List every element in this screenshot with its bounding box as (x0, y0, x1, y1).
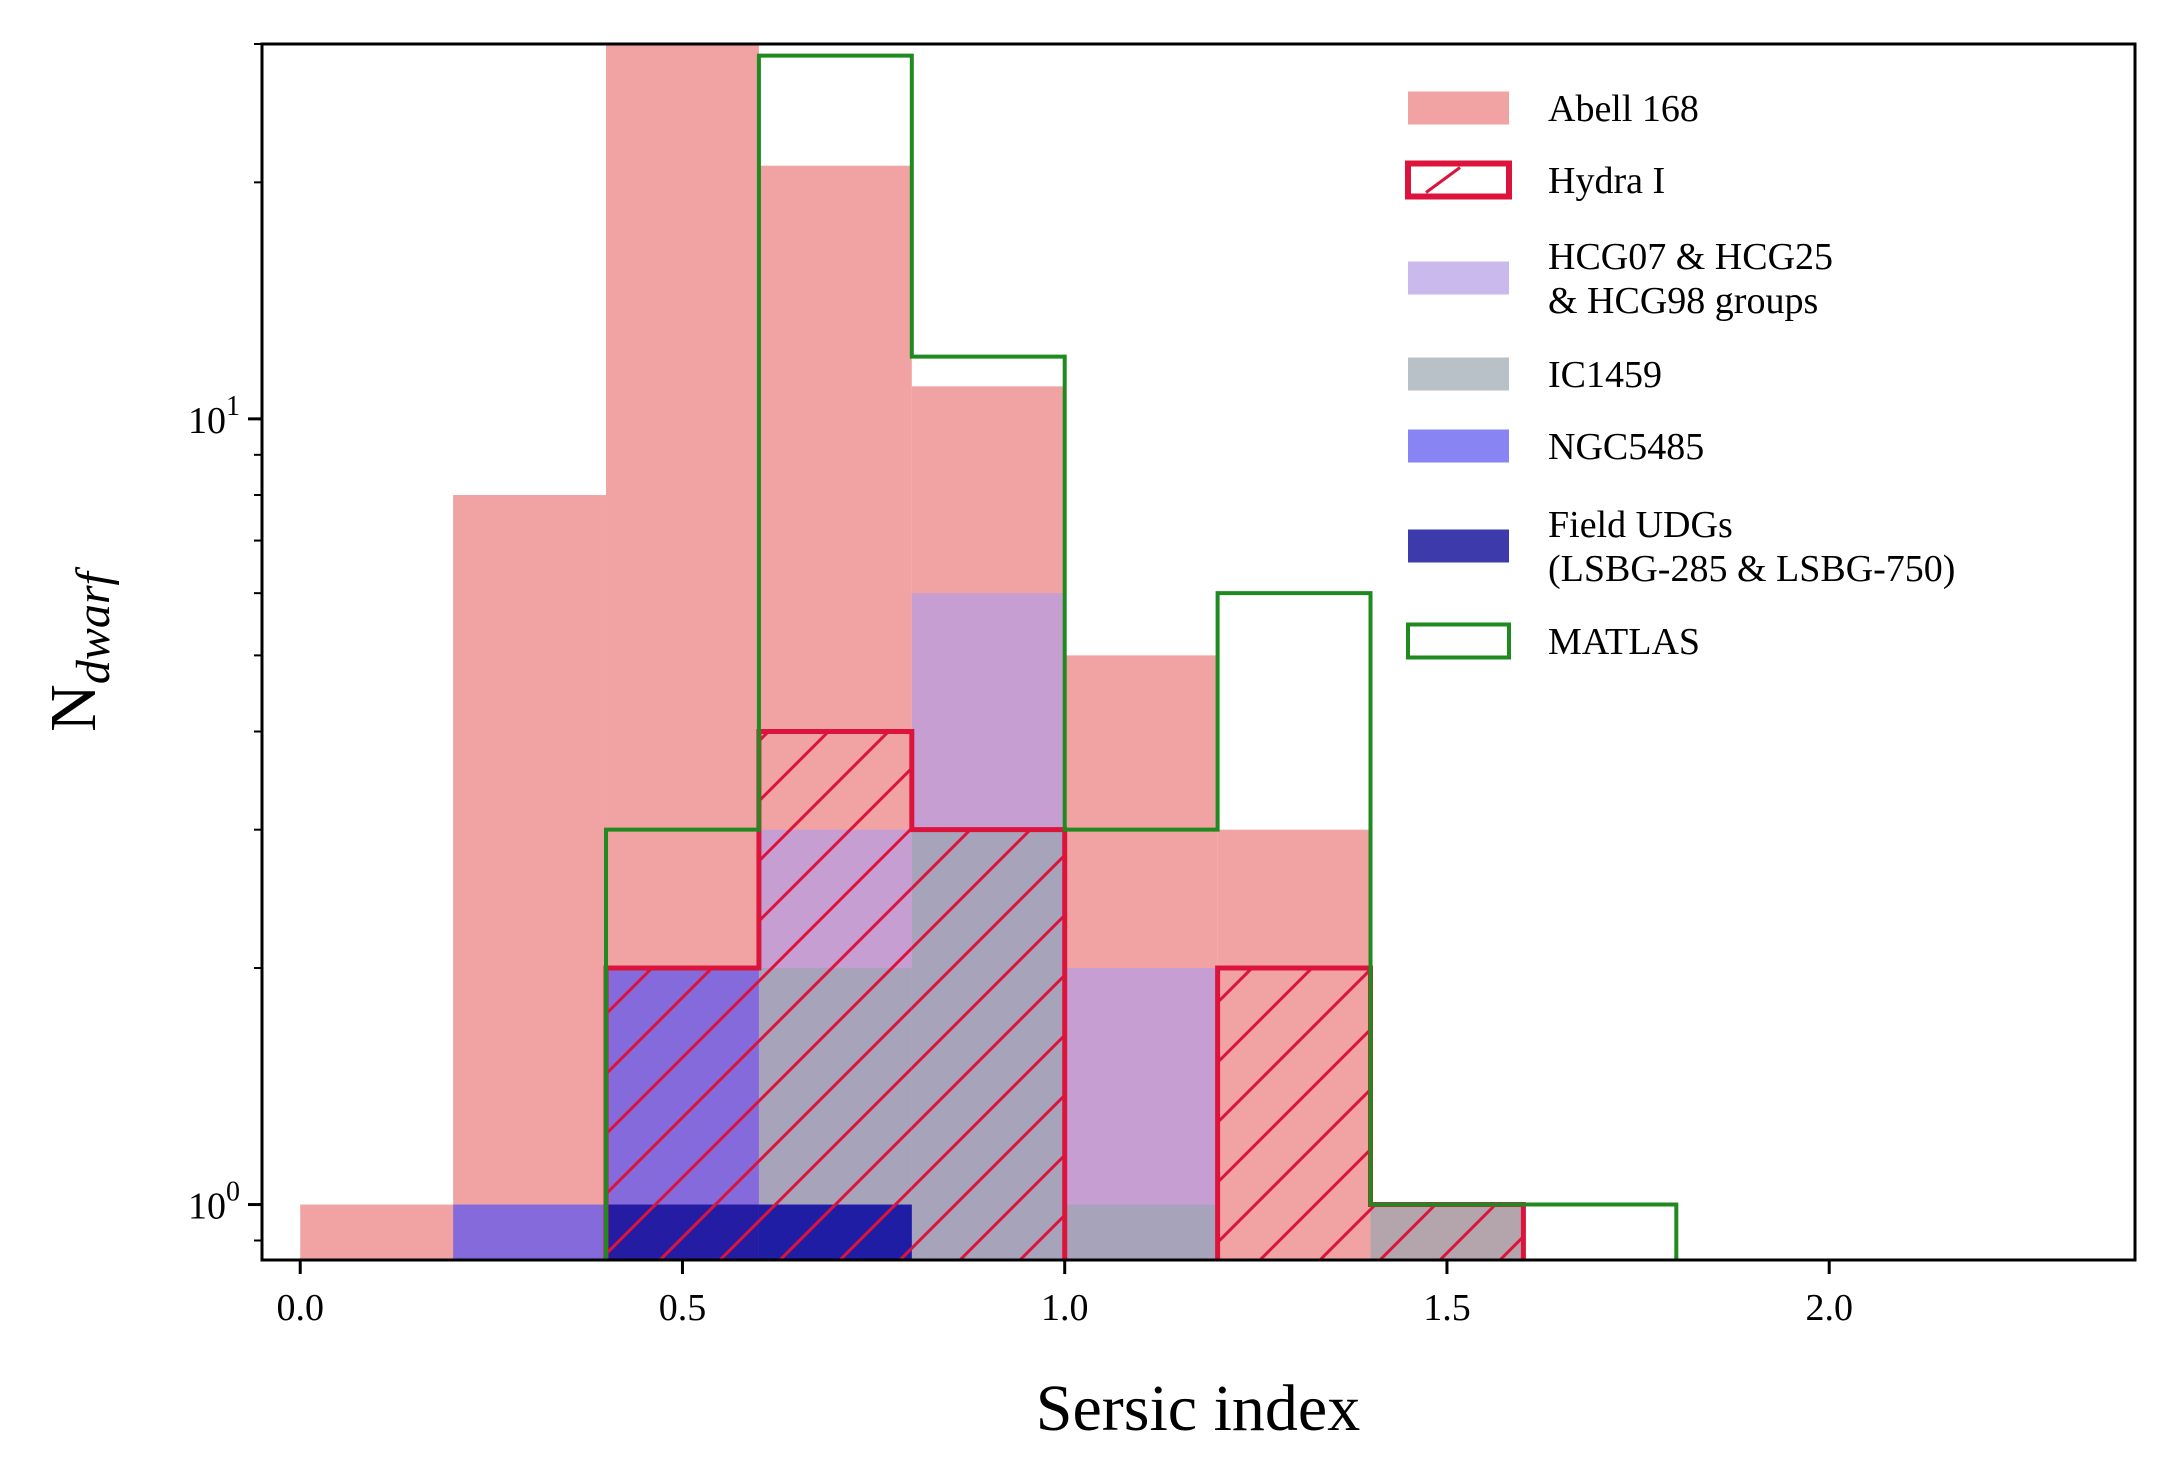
legend-matlas-label: MATLAS (1548, 621, 1700, 663)
bar-ic1459-2 (1064, 1204, 1218, 1260)
bar-ngc5485-0 (453, 1204, 607, 1260)
bar-abell-168-0 (300, 1204, 454, 1260)
y-tick-label-0: 100 (188, 1177, 240, 1228)
legend-matlas-swatch (1406, 622, 1511, 660)
histogram-bars (300, 44, 1679, 1260)
legend: Abell 168 Hydra I HCG07 & HCG25 & HCG98 gro… (1405, 88, 1955, 663)
legend-hydra-i-hatch (1425, 166, 1461, 194)
legend-ic1459-swatch (1408, 357, 1509, 391)
legend-hcg07-hcg25-hcg98-groups-label: HCG07 & HCG25 & HCG98 groups (1548, 236, 1833, 322)
y-axis-label-sub: dwarf (67, 566, 120, 684)
x-tick-label-0: 0.0 (276, 1287, 324, 1329)
legend-abell-168-swatch (1408, 91, 1509, 125)
x-tick-label-4: 2.0 (1805, 1287, 1853, 1329)
bar-abell-168-1 (453, 495, 607, 1260)
y-axis-label: Ndwarf (37, 566, 120, 731)
axis-ticks: 0.0 0.5 1.0 1.5 2.0 100 101 (188, 43, 1853, 1329)
y-tick-label-1: 101 (188, 391, 240, 442)
legend-ngc5485-label: NGC5485 (1548, 426, 1704, 468)
legend-ic1459-label: IC1459 (1548, 354, 1662, 396)
y-axis-label-main: N (37, 684, 110, 732)
x-tick-label-3: 1.5 (1423, 1287, 1471, 1329)
legend-abell-168-label: Abell 168 (1548, 88, 1699, 130)
x-tick-label-1: 0.5 (659, 1287, 707, 1329)
legend-field-udgs-lsbg-285-lsbg-750-label: Field UDGs (LSBG-285 & LSBG-750) (1548, 504, 1955, 590)
legend-hydra-i-label: Hydra I (1548, 160, 1665, 202)
legend-ngc5485-swatch (1408, 429, 1509, 463)
step-outline-matlas (604, 53, 1679, 1260)
legend-field-udgs-lsbg-285-lsbg-750-swatch (1408, 529, 1509, 563)
hatch-hydra-i-0 (606, 968, 759, 1260)
hatch-hydra-i-1 (758, 731, 912, 1260)
hatch-hydra-i-4 (1217, 968, 1371, 1260)
x-axis-label: Sersic index (1036, 1372, 1360, 1445)
plot-frame (260, 42, 2137, 1262)
legend-hcg07-hcg25-hcg98-groups-swatch (1408, 261, 1509, 295)
hatch-hydra-i-5 (1370, 1204, 1524, 1260)
hatch-hydra-i-2 (911, 829, 1065, 1260)
x-tick-label-2: 1.0 (1041, 1287, 1089, 1329)
